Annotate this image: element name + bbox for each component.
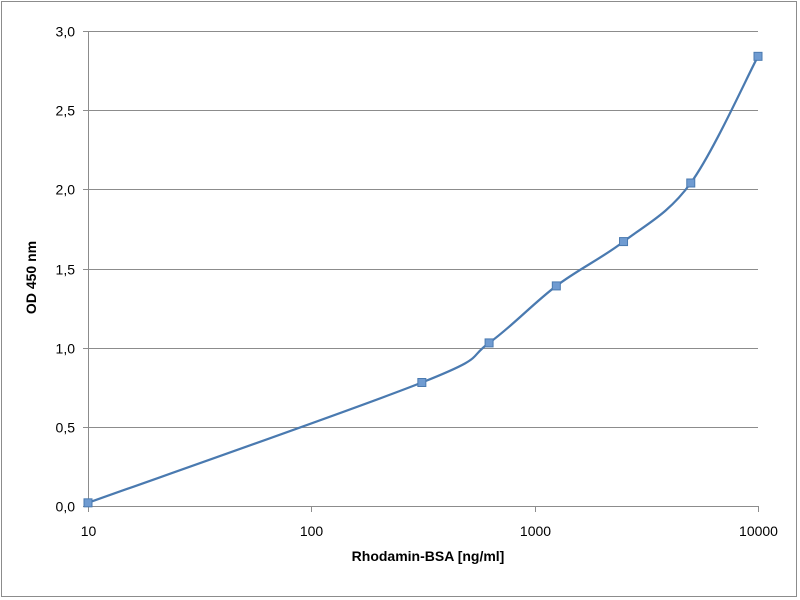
data-point-marker: [619, 237, 629, 247]
grid-lines: [88, 31, 758, 428]
y-tick-label: 2,5: [56, 103, 76, 119]
series-line: [87, 55, 759, 504]
x-tick-labels: 10 100 1000 10000: [81, 523, 778, 539]
data-point-marker: [753, 51, 763, 61]
y-tick-label: 3,0: [56, 24, 76, 40]
y-tick-label: 1,0: [56, 341, 76, 357]
data-point-marker: [417, 378, 427, 387]
axes: [83, 31, 759, 512]
y-tick-labels: 0,0 0,5 1,0 1,5 2,0 2,5 3,0: [56, 24, 76, 515]
data-point-marker: [484, 338, 494, 348]
x-axis-title: Rhodamin-BSA [ng/ml]: [352, 548, 505, 564]
x-tick-label: 100: [300, 523, 324, 539]
x-tick-label: 1000: [520, 523, 551, 539]
data-point-marker: [83, 498, 93, 508]
x-tick-label: 10: [81, 523, 97, 539]
y-tick-label: 2,0: [56, 182, 76, 198]
y-axis-title: OD 450 nm: [23, 241, 39, 314]
x-tick-label: 10000: [739, 523, 778, 539]
y-tick-label: 0,0: [56, 499, 76, 515]
data-point-marker: [551, 281, 561, 291]
y-tick-label: 0,5: [56, 420, 76, 436]
data-point-marker: [686, 178, 696, 188]
series-group: [83, 51, 763, 508]
y-tick-label: 1,5: [56, 262, 76, 278]
